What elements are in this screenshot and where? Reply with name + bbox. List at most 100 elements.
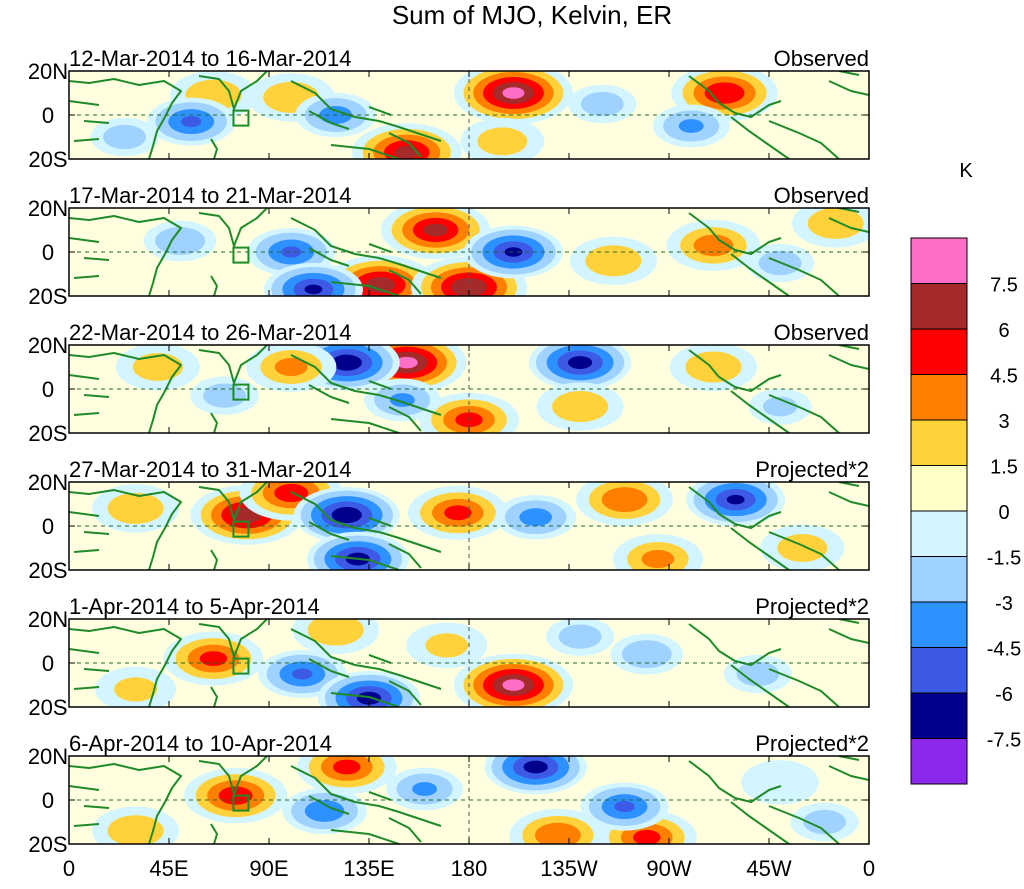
y-tick-label: 20N	[28, 607, 68, 632]
contour-level	[199, 651, 228, 667]
colorbar-label: 0	[998, 502, 1009, 524]
y-tick-label: 0	[42, 514, 54, 539]
anomaly-blob	[686, 482, 786, 527]
anomaly-blob	[190, 485, 304, 545]
anomaly-blob	[246, 345, 337, 392]
colorbar: 7.5 6 4.5 3 1.5 0 -1.5 -3 -4.5 -6 -7.5	[910, 237, 1021, 785]
contour-level	[523, 760, 548, 774]
contour-level	[621, 640, 672, 669]
y-tick-label: 20S	[28, 832, 67, 857]
y-tick-label: 20S	[28, 558, 67, 583]
anomaly-blob	[463, 225, 563, 279]
x-tick-label: 90E	[249, 856, 288, 881]
anomaly-blob	[723, 654, 792, 694]
colorbar-label: 1.5	[990, 457, 1018, 479]
contour-level	[614, 801, 635, 813]
reference-box	[232, 657, 250, 675]
contour-level	[107, 815, 164, 844]
contour-level	[356, 691, 382, 705]
anomaly-blob	[669, 345, 758, 392]
contour-level	[181, 116, 202, 128]
x-tick-label: 45E	[149, 856, 188, 881]
y-tick-label: 20N	[28, 470, 68, 495]
contour-level	[519, 508, 553, 527]
y-tick-label: 20N	[28, 744, 68, 769]
anomaly-blob	[351, 123, 462, 159]
x-axis-tick-labels: 0 45E 90E 135E 180 135W 90W 45W 0	[63, 856, 875, 881]
anomaly-blob	[741, 760, 819, 805]
contour-level	[394, 145, 419, 159]
contour-level	[331, 507, 362, 523]
panel-type-label: Observed	[774, 183, 869, 208]
panel-type-label: Projected*2	[755, 457, 869, 482]
contour-level	[107, 492, 164, 524]
reference-box	[232, 520, 250, 538]
contour-level	[132, 353, 183, 381]
y-tick-label: 0	[42, 240, 54, 265]
colorbar-swatch	[910, 283, 968, 330]
y-tick-label: 20S	[28, 695, 67, 720]
colorbar-swatch	[910, 374, 968, 421]
panel-type-label: Observed	[774, 46, 869, 71]
contour-level	[685, 351, 742, 383]
anomaly-blob	[406, 622, 488, 669]
contour-level	[333, 759, 361, 775]
contour-level	[423, 223, 448, 237]
anomaly-blob	[509, 808, 607, 844]
panel-period-label: 6-Apr-2014 to 10-Apr-2014	[69, 731, 332, 756]
contour-level	[693, 234, 734, 257]
contour-level	[307, 619, 364, 646]
anomaly-blob	[92, 484, 180, 533]
x-tick-label: 180	[451, 856, 488, 881]
anomaly-blob	[386, 767, 463, 811]
anomaly-blob	[748, 388, 812, 425]
panel-period-label: 1-Apr-2014 to 5-Apr-2014	[69, 594, 320, 619]
x-tick-label: 0	[863, 856, 875, 881]
contour-level	[580, 91, 624, 117]
contour-level	[641, 549, 675, 569]
contour-level	[304, 800, 345, 822]
contour-level	[103, 124, 147, 150]
colorbar-swatch	[910, 328, 968, 375]
colorbar-label: -3	[995, 593, 1013, 615]
panel-type-label: Projected*2	[755, 594, 869, 619]
anomaly-blob	[92, 806, 180, 844]
contour-level	[633, 829, 661, 844]
contour-level	[558, 624, 602, 649]
colorbar-swatch	[910, 738, 968, 785]
colorbar-label: -7.5	[987, 730, 1021, 752]
colorbar-label: -4.5	[987, 639, 1021, 661]
y-tick-label: 0	[42, 377, 54, 402]
colorbar-label: 7.5	[990, 275, 1018, 297]
contour-level	[477, 127, 528, 156]
anomaly-blob	[363, 378, 441, 422]
anomaly-blob	[95, 666, 177, 707]
contour-level	[274, 357, 308, 377]
contour-level	[741, 760, 819, 805]
panel-type-label: Observed	[774, 320, 869, 345]
contour-level	[281, 246, 302, 258]
anomaly-blob	[247, 228, 336, 276]
contour-level	[155, 227, 206, 255]
anomaly-blob	[536, 382, 624, 431]
x-tick-label: 0	[63, 856, 75, 881]
contour-level	[601, 487, 648, 513]
contour-level	[203, 383, 247, 408]
map-panels: 20N 0 20S 12-Mar-2014 to 16-Mar-2014 Observe…	[28, 46, 870, 857]
contour-level	[502, 87, 525, 99]
anomaly-blob	[790, 802, 859, 842]
anomaly-blob	[528, 345, 632, 390]
map-panel: 20N 0 20S 27-Mar-2014 to 31-Mar-2014 Project…	[28, 457, 870, 583]
anomaly-blob	[115, 345, 200, 391]
anomaly-blob	[652, 104, 730, 148]
contour-level	[762, 396, 798, 417]
map-panel: 20N 0 20S 12-Mar-2014 to 16-Mar-2014 Observe…	[28, 46, 870, 172]
colorbar-swatch	[910, 237, 968, 284]
anomaly-blob	[610, 633, 684, 675]
y-tick-label: 20S	[28, 147, 67, 172]
anomaly-blob	[484, 756, 587, 795]
anomaly-blob	[419, 392, 519, 433]
anomaly-blob	[453, 71, 574, 125]
panel-period-label: 12-Mar-2014 to 16-Mar-2014	[69, 46, 351, 71]
